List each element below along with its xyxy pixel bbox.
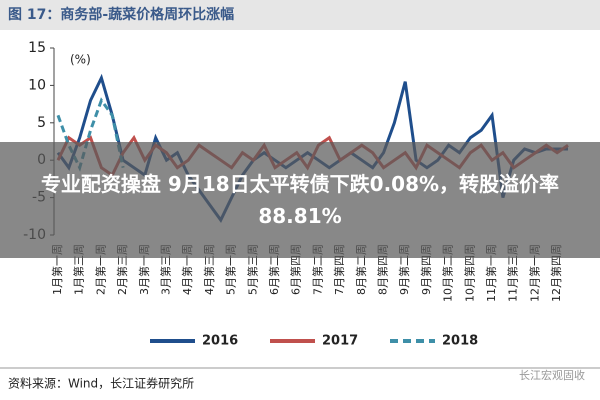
x-tick-label: 12月第四周 xyxy=(549,244,563,302)
source: 资料来源：Wind，长江证券研究所 xyxy=(8,376,194,391)
x-tick-label: 11月第一周 xyxy=(484,244,498,302)
legend-label: 2016 xyxy=(202,334,238,349)
title-bar xyxy=(0,0,600,30)
x-tick-label: 10月第二周 xyxy=(441,244,455,302)
y-tick-label: 10 xyxy=(28,77,46,93)
legend-label: 2017 xyxy=(322,334,358,349)
series-line xyxy=(56,97,125,172)
y-tick-label: 15 xyxy=(28,40,46,56)
banner: 专业配资操盘 9月18日太平转债下跌0.08%，转股溢价率88.81% xyxy=(0,142,600,258)
watermark: 长江宏观固收 xyxy=(519,368,585,382)
x-tick-label: 12月第一周 xyxy=(527,244,541,302)
banner-text: 专业配资操盘 9月18日太平转债下跌0.08%，转股溢价率88.81% xyxy=(40,172,560,228)
legend-label: 2018 xyxy=(442,334,478,349)
x-tick-label: 10月第四周 xyxy=(462,244,476,302)
y-axis-label: (%) xyxy=(70,53,91,67)
y-tick-label: 5 xyxy=(37,115,46,131)
chart-title: 图 17：商务部-蔬菜价格周环比涨幅 xyxy=(8,6,234,23)
x-tick-label: 11月第三周 xyxy=(506,244,520,302)
